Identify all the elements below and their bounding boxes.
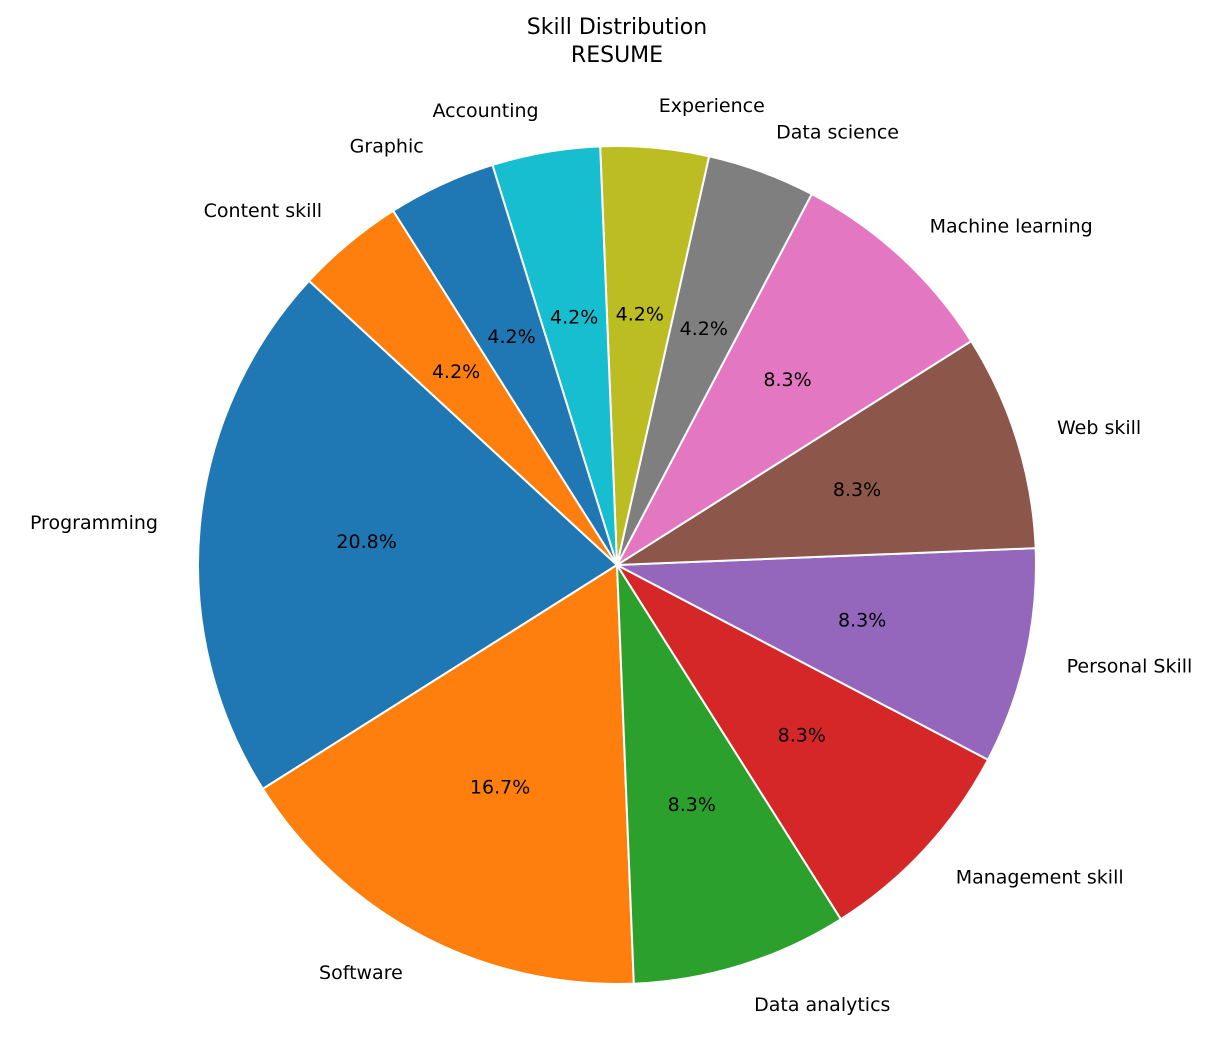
category-label-programming: Programming bbox=[30, 512, 158, 534]
pie-slice-content-skill bbox=[308, 209, 618, 566]
percent-label-content-skill: 4.2% bbox=[432, 361, 480, 383]
percent-label-graphic: 4.2% bbox=[487, 326, 535, 348]
category-label-accounting: Accounting bbox=[432, 100, 538, 122]
percent-label-web-skill: 8.3% bbox=[833, 479, 881, 501]
chart-title: Skill Distribution bbox=[527, 15, 707, 40]
pie-slice-machine-learning bbox=[616, 193, 973, 566]
percent-label-accounting: 4.2% bbox=[550, 306, 598, 328]
category-label-software: Software bbox=[319, 962, 403, 984]
category-label-machine-learning: Machine learning bbox=[930, 215, 1093, 237]
percent-label-machine-learning: 8.3% bbox=[763, 369, 811, 391]
category-label-web-skill: Web skill bbox=[1057, 417, 1141, 439]
category-labels: Programming Software Data analytics Managem… bbox=[30, 95, 1192, 1016]
chart-subtitle: RESUME bbox=[571, 43, 663, 68]
percent-label-personal-skill: 8.3% bbox=[838, 609, 886, 631]
percent-label-data-analytics: 8.3% bbox=[668, 794, 716, 816]
percent-labels: 20.8% 16.7% 8.3% 8.3% 8.3% 8.3% 8.3% 4.2% 4.2% 4.… bbox=[336, 304, 886, 816]
category-label-experience: Experience bbox=[659, 95, 765, 117]
category-label-personal-skill: Personal Skill bbox=[1067, 655, 1193, 677]
pie-slice-management-skill bbox=[616, 564, 989, 921]
percent-label-software: 16.7% bbox=[470, 777, 530, 799]
pie-slice-data-analytics bbox=[616, 564, 842, 985]
percent-label-programming: 20.8% bbox=[336, 531, 396, 553]
category-label-data-science: Data science bbox=[776, 121, 899, 143]
category-label-content-skill: Content skill bbox=[204, 200, 322, 222]
pie-slice-web-skill bbox=[616, 340, 1037, 566]
category-label-graphic: Graphic bbox=[350, 136, 424, 158]
percent-label-experience: 4.2% bbox=[616, 304, 664, 326]
pie-slice-personal-skill bbox=[616, 547, 1037, 761]
category-label-management-skill: Management skill bbox=[956, 867, 1124, 889]
percent-label-management-skill: 8.3% bbox=[778, 725, 826, 747]
pie-slice-software bbox=[261, 564, 635, 985]
pie-slice-programming bbox=[197, 279, 618, 790]
pie-slices bbox=[197, 145, 1037, 985]
percent-label-data-science: 4.2% bbox=[680, 318, 728, 340]
category-label-data-analytics: Data analytics bbox=[754, 994, 890, 1016]
